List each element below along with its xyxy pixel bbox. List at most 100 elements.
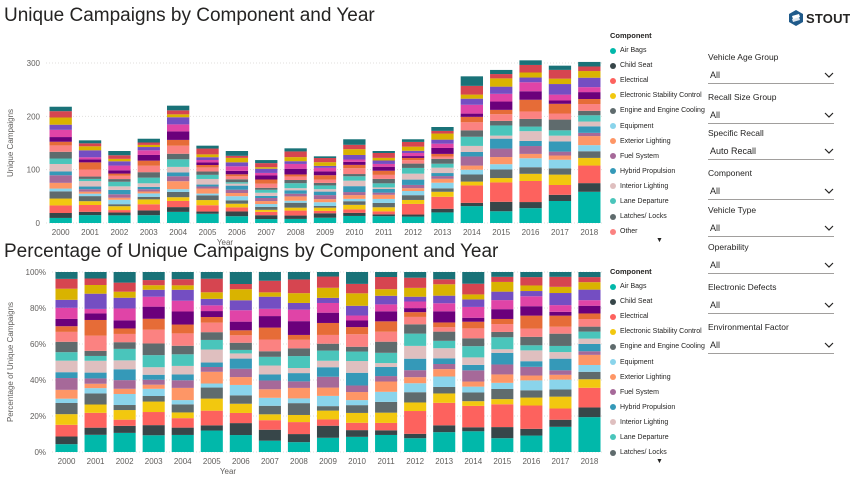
bar-segment[interactable]	[462, 306, 485, 318]
bar-segment[interactable]	[404, 272, 427, 278]
bar-segment[interactable]	[433, 364, 456, 370]
bar-segment[interactable]	[171, 333, 194, 346]
bar-segment[interactable]	[166, 117, 190, 125]
bar-segment[interactable]	[49, 129, 72, 138]
bar-segment[interactable]	[171, 324, 194, 334]
bar-segment[interactable]	[343, 139, 366, 145]
bar-segment[interactable]	[200, 317, 223, 323]
bar-segment[interactable]	[431, 182, 454, 189]
bar-segment[interactable]	[113, 419, 136, 426]
bar-segment[interactable]	[313, 202, 337, 207]
bar-segment[interactable]	[578, 99, 601, 105]
bar-segment[interactable]	[78, 205, 102, 212]
bar-segment[interactable]	[229, 377, 252, 385]
bar-segment[interactable]	[84, 350, 107, 356]
bar-segment[interactable]	[372, 194, 395, 199]
bar-segment[interactable]	[55, 278, 78, 289]
bar-segment[interactable]	[346, 327, 369, 335]
bar-segment[interactable]	[113, 272, 136, 283]
bar-segment[interactable]	[462, 317, 485, 322]
bar-segment[interactable]	[113, 291, 136, 298]
bar-segment[interactable]	[287, 356, 310, 369]
bar-segment[interactable]	[78, 215, 102, 223]
bar-segment[interactable]	[108, 212, 131, 216]
bar-segment[interactable]	[578, 289, 601, 301]
bar-segment[interactable]	[433, 369, 456, 377]
bar-segment[interactable]	[229, 368, 252, 378]
bar-segment[interactable]	[346, 315, 369, 321]
bar-segment[interactable]	[313, 162, 337, 166]
bar-segment[interactable]	[375, 289, 398, 296]
bar-segment[interactable]	[108, 189, 131, 195]
bar-segment[interactable]	[313, 185, 337, 190]
bar-segment[interactable]	[142, 367, 165, 375]
bar-segment[interactable]	[84, 272, 107, 279]
bar-segment[interactable]	[171, 272, 194, 280]
bar-segment[interactable]	[343, 159, 366, 162]
bar-segment[interactable]	[401, 203, 425, 215]
bar-segment[interactable]	[460, 169, 484, 175]
bar-segment[interactable]	[519, 60, 542, 65]
bar-segment[interactable]	[346, 283, 369, 294]
bar-segment[interactable]	[287, 434, 310, 443]
bar-segment[interactable]	[229, 300, 252, 311]
legend-item-fuel-system[interactable]: Fuel System	[610, 385, 710, 400]
bar-segment[interactable]	[491, 291, 514, 301]
bar-segment[interactable]	[578, 354, 601, 365]
bar-segment[interactable]	[142, 435, 165, 452]
bar-segment[interactable]	[284, 207, 307, 211]
bar-segment[interactable]	[171, 289, 194, 301]
bar-segment[interactable]	[519, 64, 542, 73]
bar-segment[interactable]	[578, 77, 601, 88]
bar-segment[interactable]	[108, 210, 131, 213]
bar-segment[interactable]	[433, 432, 456, 452]
bar-segment[interactable]	[343, 154, 366, 160]
bar-segment[interactable]	[142, 374, 165, 380]
bar-segment[interactable]	[49, 151, 72, 159]
bar-segment[interactable]	[258, 356, 281, 366]
bar-segment[interactable]	[142, 384, 165, 389]
bar-segment[interactable]	[433, 279, 456, 285]
bar-segment[interactable]	[462, 386, 485, 393]
bar-segment[interactable]	[284, 161, 307, 164]
bar-segment[interactable]	[462, 370, 485, 382]
bar-segment[interactable]	[343, 180, 366, 187]
bar-segment[interactable]	[55, 414, 78, 425]
bar-segment[interactable]	[519, 82, 542, 92]
bar-segment[interactable]	[200, 387, 223, 399]
bar-segment[interactable]	[433, 331, 456, 341]
slicer-dropdown[interactable]: All	[708, 337, 834, 354]
bar-segment[interactable]	[225, 211, 249, 217]
bar-segment[interactable]	[316, 312, 340, 323]
bar-segment[interactable]	[166, 124, 190, 132]
slicer-dropdown[interactable]: All	[708, 220, 834, 237]
bar-segment[interactable]	[78, 140, 102, 144]
bar-segment[interactable]	[316, 287, 340, 298]
legend-item-other[interactable]: Other	[610, 224, 710, 239]
bar-segment[interactable]	[578, 165, 601, 184]
bar-segment[interactable]	[137, 215, 160, 223]
bar-segment[interactable]	[84, 284, 107, 294]
bar-segment[interactable]	[375, 311, 398, 322]
bar-segment[interactable]	[460, 98, 484, 105]
bar-segment[interactable]	[491, 276, 514, 282]
bar-segment[interactable]	[460, 104, 484, 114]
bar-segment[interactable]	[316, 395, 340, 407]
bar-segment[interactable]	[549, 352, 572, 359]
bar-segment[interactable]	[49, 124, 72, 130]
bar-segment[interactable]	[372, 160, 395, 164]
bar-segment[interactable]	[255, 206, 278, 210]
bar-segment[interactable]	[55, 360, 78, 373]
bar-segment[interactable]	[433, 348, 456, 359]
bar-segment[interactable]	[372, 178, 395, 184]
bar-segment[interactable]	[460, 113, 484, 117]
bar-segment[interactable]	[284, 210, 307, 216]
bar-segment[interactable]	[229, 403, 252, 413]
bar-segment[interactable]	[171, 400, 194, 405]
bar-segment[interactable]	[491, 318, 514, 325]
bar-segment[interactable]	[520, 380, 543, 391]
bar-stack-2000[interactable]	[55, 272, 78, 452]
bar-segment[interactable]	[225, 200, 249, 204]
bar-segment[interactable]	[225, 216, 249, 223]
slicer-dropdown[interactable]: All	[708, 107, 834, 124]
